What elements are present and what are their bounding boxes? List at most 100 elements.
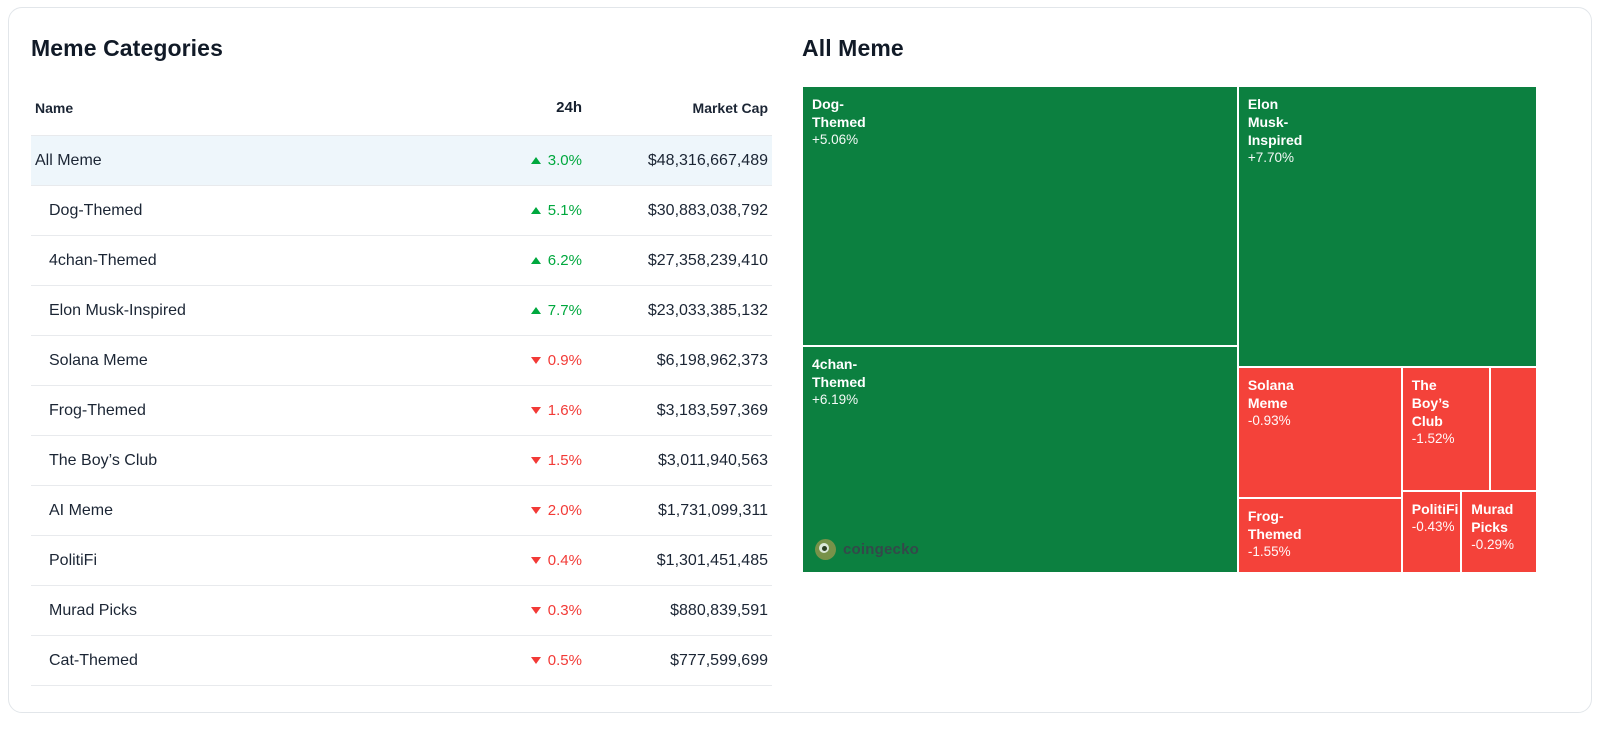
up-arrow-icon <box>530 257 541 264</box>
tile-change: +5.06% <box>812 132 859 147</box>
category-market-cap: $1,301,451,485 <box>656 551 768 569</box>
category-market-cap: $48,316,667,489 <box>647 151 768 169</box>
down-arrow-icon <box>530 607 541 614</box>
category-name: All Meme <box>35 151 102 169</box>
category-name: 4chan-Themed <box>49 251 157 269</box>
change-value: 0.9% <box>547 352 582 369</box>
down-arrow-icon <box>530 457 541 464</box>
change-value: 6.2% <box>547 252 582 269</box>
category-24h-change: 6.2% <box>432 252 582 269</box>
category-name: The Boy’s Club <box>49 451 158 469</box>
change-value: 0.4% <box>547 552 582 569</box>
category-market-cap: $27,358,239,410 <box>647 251 768 269</box>
down-arrow-icon <box>530 357 541 364</box>
category-name: Elon Musk-Inspired <box>49 301 186 319</box>
category-24h-change: 1.5% <box>432 452 582 469</box>
treemap-tile-politifi[interactable]: PolitiFi -0.43% <box>1401 491 1462 573</box>
category-name: AI Meme <box>49 501 114 519</box>
tile-label: The Boy’s Club <box>1411 376 1450 429</box>
tile-change: -1.55% <box>1247 544 1291 559</box>
treemap-tile-murad-picks[interactable]: Murad Picks -0.29% <box>1461 491 1537 573</box>
category-name: Dog-Themed <box>49 201 143 219</box>
category-name: Murad Picks <box>49 601 138 619</box>
up-arrow-icon <box>530 157 541 164</box>
category-table-body: All Meme 3.0% $48,316,667,489 Dog-Themed 5.1… <box>31 136 772 686</box>
up-arrow-icon <box>530 207 541 214</box>
tile-label: Murad Picks <box>1471 501 1514 536</box>
treemap-tile-frog-themed[interactable]: Frog- Themed -1.55% <box>1237 498 1402 573</box>
change-value: 2.0% <box>547 502 582 519</box>
table-row[interactable]: All Meme 3.0% $48,316,667,489 <box>31 136 772 186</box>
category-market-cap: $3,011,940,563 <box>657 451 768 469</box>
category-24h-change: 2.0% <box>432 502 582 519</box>
category-name: PolitiFi <box>49 551 98 569</box>
category-market-cap: $23,033,385,132 <box>647 301 768 319</box>
category-market-cap: $3,183,597,369 <box>656 401 768 419</box>
category-24h-change: 0.5% <box>432 652 582 669</box>
meme-categories-panel: Meme Categories Name 24h Market Cap All … <box>31 34 772 712</box>
change-value: 0.3% <box>547 602 582 619</box>
category-24h-change: 5.1% <box>432 202 582 219</box>
page-title: Meme Categories <box>31 35 223 61</box>
table-header-row: Name 24h Market Cap <box>31 80 772 136</box>
treemap: coingecko Dog- Themed +5.06% 4chan- Themed +6… <box>802 86 1537 573</box>
table-row[interactable]: Dog-Themed 5.1% $30,883,038,792 <box>31 186 772 236</box>
table-row[interactable]: 4chan-Themed 6.2% $27,358,239,410 <box>31 236 772 286</box>
coingecko-watermark: coingecko <box>815 539 919 560</box>
table-row[interactable]: Cat-Themed 0.5% $777,599,699 <box>31 636 772 686</box>
category-market-cap: $880,839,591 <box>670 601 768 619</box>
tile-change: -0.93% <box>1247 412 1291 428</box>
change-value: 1.6% <box>547 402 582 419</box>
coingecko-watermark-text: coingecko <box>843 541 919 558</box>
tile-change: -1.52% <box>1411 430 1455 446</box>
down-arrow-icon <box>530 407 541 414</box>
all-meme-panel: All Meme coingecko Dog- Themed +5.06% 4chan… <box>802 34 1537 712</box>
table-row[interactable]: PolitiFi 0.4% $1,301,451,485 <box>31 536 772 586</box>
tile-change: +6.19% <box>812 392 859 408</box>
table-row[interactable]: Frog-Themed 1.6% $3,183,597,369 <box>31 386 772 436</box>
treemap-tile-elon-musk-inspired[interactable]: Elon Musk- Inspired +7.70% <box>1237 86 1537 367</box>
treemap-tile-4chan-themed[interactable]: 4chan- Themed +6.19% <box>802 346 1238 573</box>
change-value: 0.5% <box>547 652 582 669</box>
category-name: Cat-Themed <box>49 651 138 669</box>
tile-label: Dog- Themed <box>812 96 866 130</box>
category-24h-change: 7.7% <box>432 302 582 319</box>
change-value: 1.5% <box>547 452 582 469</box>
tile-label: Frog- Themed <box>1247 508 1302 542</box>
tile-label: 4chan- Themed <box>812 356 866 391</box>
table-row[interactable]: The Boy’s Club 1.5% $3,011,940,563 <box>31 436 772 486</box>
table-row[interactable]: Elon Musk-Inspired 7.7% $23,033,385,132 <box>31 286 772 336</box>
tile-label: Solana Meme <box>1247 376 1294 411</box>
category-24h-change: 3.0% <box>432 152 582 169</box>
category-table: Name 24h Market Cap All Meme 3.0% $48,316,… <box>31 80 772 686</box>
tile-change: -0.43% <box>1411 519 1455 535</box>
down-arrow-icon <box>530 557 541 564</box>
category-market-cap: $777,599,699 <box>670 651 768 669</box>
treemap-tile-ai-meme[interactable] <box>1489 366 1537 492</box>
table-row[interactable]: Murad Picks 0.3% $880,839,591 <box>31 586 772 636</box>
category-24h-change: 0.9% <box>432 352 582 369</box>
up-arrow-icon <box>530 307 541 314</box>
treemap-tile-dog-themed[interactable]: Dog- Themed +5.06% <box>802 86 1238 347</box>
table-row[interactable]: Solana Meme 0.9% $6,198,962,373 <box>31 336 772 386</box>
down-arrow-icon <box>530 657 541 664</box>
table-row[interactable]: AI Meme 2.0% $1,731,099,311 <box>31 486 772 536</box>
column-header-market-cap: Market Cap <box>692 99 768 116</box>
category-24h-change: 0.4% <box>432 552 582 569</box>
column-header-24h: 24h <box>556 99 582 116</box>
category-market-cap: $30,883,038,792 <box>647 201 768 219</box>
category-24h-change: 1.6% <box>432 402 582 419</box>
category-market-cap: $1,731,099,311 <box>657 501 768 519</box>
tile-change: +7.70% <box>1247 150 1295 165</box>
column-header-name: Name <box>35 99 74 116</box>
tile-change: -0.29% <box>1471 537 1515 553</box>
change-value: 3.0% <box>547 152 582 169</box>
tile-label: Elon Musk- Inspired <box>1247 96 1303 148</box>
treemap-tile-the-boys-club[interactable]: The Boy’s Club -1.52% <box>1401 366 1490 492</box>
category-name: Frog-Themed <box>49 401 146 419</box>
treemap-tile-solana-meme[interactable]: Solana Meme -0.93% <box>1237 366 1402 498</box>
coingecko-logo-icon <box>815 539 836 560</box>
tile-label: PolitiFi <box>1411 501 1459 518</box>
category-name: Solana Meme <box>49 351 148 369</box>
category-24h-change: 0.3% <box>432 602 582 619</box>
